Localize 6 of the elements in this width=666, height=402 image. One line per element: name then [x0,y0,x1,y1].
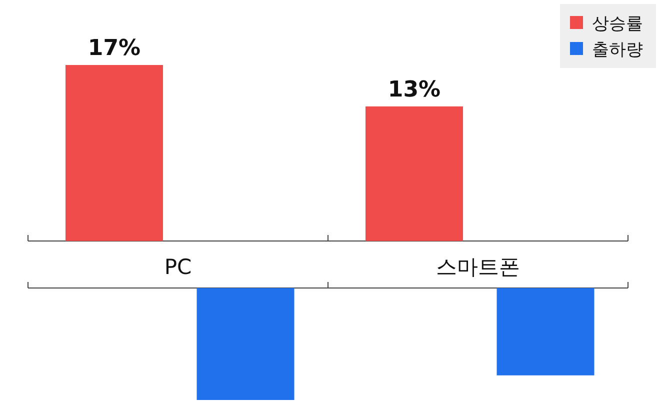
x-tick-label: 스마트폰 [436,255,520,279]
data-label: 13% [388,77,441,102]
data-label: 17% [88,36,141,61]
legend-label: 상승률 [592,14,643,34]
x-tick-label: PC [164,255,192,279]
legend-label: 출하량 [592,40,643,60]
